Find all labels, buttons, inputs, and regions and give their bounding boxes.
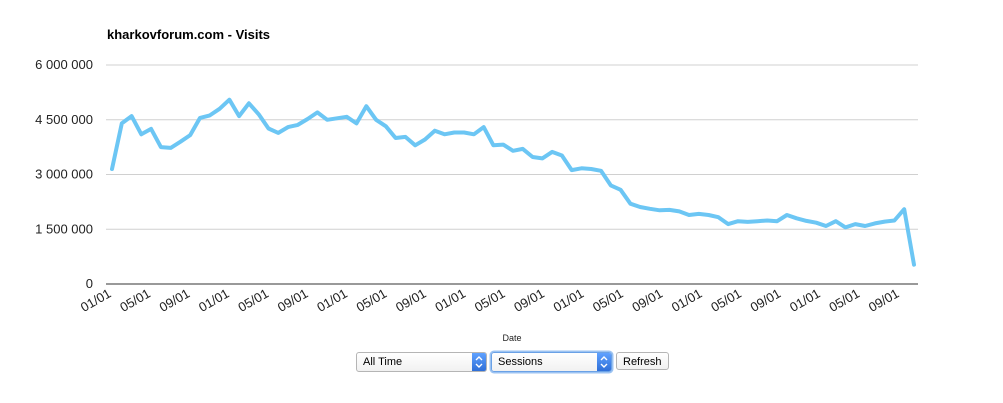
y-tick-label: 1 500 000 [35, 221, 93, 236]
refresh-button[interactable]: Refresh [616, 352, 669, 370]
x-tick-label: 09/01 [393, 286, 429, 315]
series-lines [110, 97, 916, 267]
chevron-updown-icon [597, 353, 611, 371]
chart-controls: All Time Sessions Refresh [356, 352, 669, 372]
y-tick-label: 6 000 000 [35, 57, 93, 72]
x-tick-label: 09/01 [866, 286, 902, 315]
x-tick-label: 09/01 [157, 286, 193, 315]
date-range-value: All Time [363, 356, 403, 368]
x-tick-label: 09/01 [511, 286, 547, 315]
x-tick-label: 09/01 [748, 286, 784, 315]
x-tick-label: 05/01 [590, 286, 626, 315]
date-range-select[interactable]: All Time [356, 352, 487, 372]
y-tick-label: 4 500 000 [35, 112, 93, 127]
x-tick-label: 09/01 [275, 286, 311, 315]
x-tick-label: 01/01 [314, 286, 350, 315]
x-tick-label: 05/01 [472, 286, 508, 315]
y-tick-labels: 0 1 500 000 3 000 000 4 500 000 6 000 000 [35, 57, 93, 291]
y-tick-label: 3 000 000 [35, 167, 93, 182]
x-tick-label: 01/01 [432, 286, 468, 315]
x-tick-label: 05/01 [708, 286, 744, 315]
chart-title: kharkovforum.com - Visits [107, 27, 271, 42]
x-tick-label: 05/01 [235, 286, 271, 315]
series-line [110, 97, 916, 267]
chevron-updown-icon [472, 353, 486, 371]
x-tick-labels: 01/01 05/01 09/01 01/01 05/01 09/01 01/01 05/01… [78, 286, 902, 315]
x-tick-label: 01/01 [78, 286, 114, 315]
x-tick-label: 01/01 [551, 286, 587, 315]
x-tick-label: 05/01 [826, 286, 862, 315]
x-tick-label: 01/01 [196, 286, 232, 315]
x-tick-label: 01/01 [787, 286, 823, 315]
grid-lines [106, 64, 918, 285]
y-tick-label: 0 [86, 276, 93, 291]
x-tick-label: 01/01 [669, 286, 705, 315]
metric-value: Sessions [498, 356, 543, 368]
metric-select[interactable]: Sessions [491, 352, 612, 372]
x-tick-label: 09/01 [629, 286, 665, 315]
x-tick-label: 05/01 [117, 286, 153, 315]
x-axis-label: Date [502, 333, 521, 343]
x-tick-label: 05/01 [354, 286, 390, 315]
